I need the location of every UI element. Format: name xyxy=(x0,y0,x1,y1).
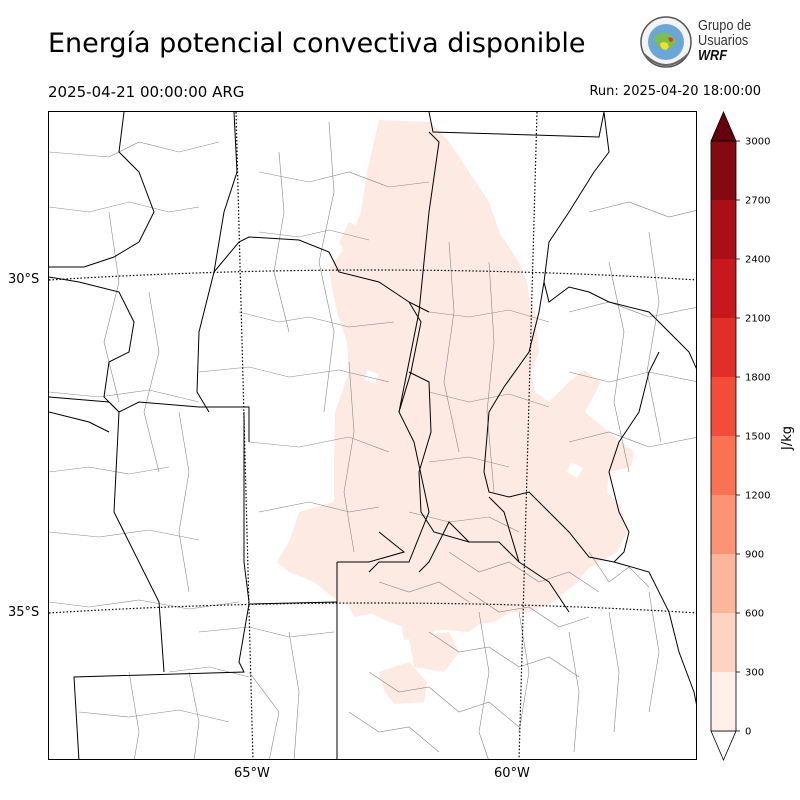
colorbar-segment xyxy=(711,200,736,259)
colorbar-segment xyxy=(711,672,736,731)
colorbar-tick-label: 2100 xyxy=(745,314,770,325)
province-boundaries xyxy=(49,112,696,759)
colorbar-tick-label: 0 xyxy=(745,727,751,738)
colorbar-segment xyxy=(711,613,736,672)
wrf-logo: Grupo de Usuarios WRF xyxy=(638,16,768,72)
logo-line2: Usuarios xyxy=(698,32,749,49)
colorbar-tick-label: 900 xyxy=(745,550,764,561)
colorbar-segment xyxy=(711,554,736,613)
logo-line3: WRF xyxy=(698,47,728,64)
lat-label-35s: 35°S xyxy=(8,605,40,620)
colorbar-tick-label: 2700 xyxy=(745,196,770,207)
colorbar-tick-label: 600 xyxy=(745,609,764,620)
lon-label-60w: 60°W xyxy=(494,766,530,781)
colorbar-extend-max xyxy=(710,110,737,142)
colorbar-tick-label: 1200 xyxy=(745,491,770,502)
globe-logo-icon xyxy=(640,16,692,68)
cape-field xyxy=(277,120,634,704)
run-time: Run: 2025-04-20 18:00:00 xyxy=(589,84,761,99)
page-title: Energía potencial convectiva disponible xyxy=(48,28,586,59)
graticule xyxy=(49,112,696,759)
colorbar-segment xyxy=(711,318,736,377)
colorbar-segment xyxy=(711,259,736,318)
valid-time: 2025-04-21 00:00:00 ARG xyxy=(48,83,245,101)
colorbar-tick-label: 1500 xyxy=(745,432,770,443)
colorbar-segment xyxy=(711,141,736,200)
map-canvas xyxy=(49,112,696,759)
logo-line1: Grupo de xyxy=(698,17,752,34)
colorbar-tick-label: 1800 xyxy=(745,373,770,384)
colorbar-segment xyxy=(711,377,736,436)
colorbar-segment xyxy=(711,495,736,554)
colorbar-tick-label: 3000 xyxy=(745,137,770,148)
colorbar-unit-label: J/kg xyxy=(780,426,795,451)
map-area xyxy=(48,111,697,760)
lon-label-65w: 65°W xyxy=(234,766,270,781)
field-gaps xyxy=(315,342,583,478)
colorbar-tick-label: 300 xyxy=(745,668,764,679)
lat-label-30s: 30°S xyxy=(8,272,40,287)
county-lines xyxy=(49,121,696,759)
colorbar-extend-min xyxy=(710,730,737,762)
colorbar: 0 300 600 900 1200 1500 1800 2100 2400 2700 3000 J/… xyxy=(710,110,795,762)
colorbar-tick-label: 2400 xyxy=(745,255,770,266)
colorbar-segment xyxy=(711,436,736,495)
